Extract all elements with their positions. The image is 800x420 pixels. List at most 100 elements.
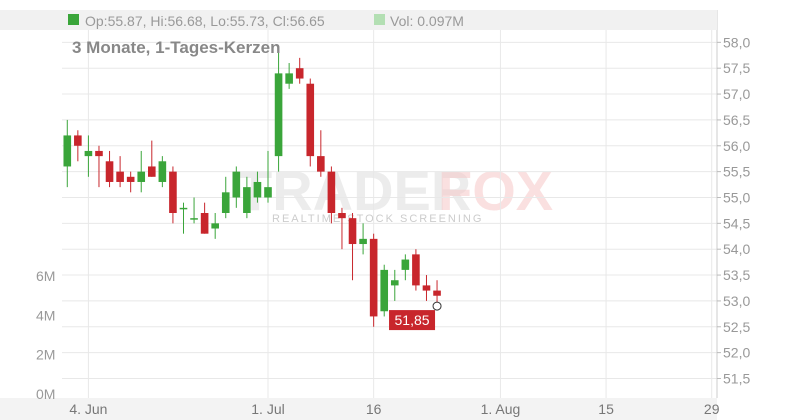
low-callout-label: 51,85 — [395, 312, 430, 328]
candle — [390, 269, 399, 301]
candle-body — [295, 68, 304, 79]
candle — [105, 150, 114, 188]
price-tick-label: 54,0 — [723, 241, 750, 257]
candle — [232, 166, 241, 208]
x-tick-label: 1. Aug — [481, 401, 521, 417]
candle — [369, 233, 378, 327]
candle — [200, 202, 209, 234]
candle-body — [158, 161, 167, 182]
candle-body — [253, 181, 262, 198]
price-tick-label: 53,0 — [723, 293, 750, 309]
x-tick-label: 16 — [366, 401, 382, 417]
candle — [348, 213, 357, 281]
candle-body — [147, 166, 156, 177]
low-marker — [432, 301, 442, 311]
watermark-main-right: FOX — [438, 159, 553, 222]
volume-tick-label: 6M — [36, 268, 55, 284]
candle-body — [221, 192, 230, 213]
candle — [95, 145, 103, 188]
candle-body — [285, 73, 293, 84]
volume-tick-label: 2M — [36, 347, 55, 363]
candle-body — [317, 156, 325, 172]
candle-body — [243, 187, 251, 213]
candle — [126, 171, 135, 193]
candle — [179, 202, 188, 234]
candle — [317, 130, 325, 177]
candle — [190, 197, 198, 224]
header-band — [0, 10, 717, 30]
candle-body — [211, 223, 219, 229]
price-tick-label: 56,5 — [723, 112, 750, 128]
candle-body — [95, 150, 103, 157]
candle — [169, 166, 177, 224]
chart-header: Op:55.87, Hi:56.68, Lo:55.73, Cl:56.65 V… — [0, 10, 717, 30]
candle — [158, 156, 167, 188]
candle-body — [380, 269, 389, 312]
candle — [137, 150, 146, 193]
candle-body — [190, 218, 198, 220]
candle-body — [105, 161, 114, 182]
volume-swatch — [374, 14, 385, 25]
x-tick-label: 1. Jul — [251, 401, 284, 417]
candle — [243, 176, 251, 219]
candle-body — [338, 213, 346, 219]
price-tick-label: 55,0 — [723, 189, 750, 205]
candle-body — [390, 280, 399, 286]
price-tick-label: 52,5 — [723, 319, 750, 335]
price-tick-label: 51,5 — [723, 370, 750, 386]
x-axis-band — [0, 398, 717, 420]
candle-body — [116, 171, 124, 182]
candle — [274, 52, 283, 172]
candle-body — [422, 285, 431, 291]
low-callout-box — [389, 310, 436, 331]
price-tick-label: 57,5 — [723, 60, 750, 76]
candle — [74, 130, 82, 162]
candle-body — [264, 187, 272, 198]
volume-text: Vol: 0.097M — [390, 13, 464, 29]
price-tick-label: 55,5 — [723, 164, 750, 180]
candle — [306, 78, 315, 167]
candle — [84, 135, 93, 177]
candles — [63, 52, 441, 327]
candle-body — [412, 254, 420, 286]
watermark-main-left: TRADER — [238, 159, 471, 222]
price-tick-label: 58,0 — [723, 34, 750, 50]
candle — [295, 57, 304, 84]
candle-body — [401, 259, 410, 270]
chart-title: 3 Monate, 1-Tages-Kerzen — [72, 38, 280, 57]
candle — [380, 264, 389, 317]
candle — [338, 207, 346, 250]
candle-body — [126, 176, 135, 182]
candle-body — [179, 207, 188, 210]
candle — [327, 166, 336, 224]
candle-body — [137, 171, 146, 182]
price-tick-label: 54,5 — [723, 215, 750, 231]
x-tick-label: 29 — [704, 401, 720, 417]
watermark: TRADER FOX REALTIME STOCK SCREENING — [238, 159, 553, 225]
candle — [116, 156, 124, 188]
candle-body — [348, 218, 357, 245]
candle-body — [84, 150, 93, 157]
ohlc-swatch — [68, 14, 79, 25]
volume-tick-label: 4M — [36, 307, 55, 323]
candle — [147, 140, 156, 177]
candle-body — [74, 135, 82, 146]
price-tick-label: 53,5 — [723, 267, 750, 283]
price-annotations: 51,85 — [389, 301, 442, 331]
watermark-sub: REALTIME STOCK SCREENING — [272, 213, 483, 225]
candle — [221, 176, 230, 219]
x-tick-label: 15 — [598, 401, 614, 417]
candle — [412, 249, 420, 291]
candle-body — [169, 171, 177, 213]
candle-body — [369, 238, 378, 317]
price-tick-label: 52,0 — [723, 345, 750, 361]
candle — [211, 213, 219, 239]
price-tick-label: 56,0 — [723, 138, 750, 154]
candle — [285, 63, 293, 89]
volume-tick-label: 0M — [36, 386, 55, 402]
candle-body — [433, 290, 441, 296]
x-tick-label: 4. Jun — [69, 401, 107, 417]
candle-body — [327, 171, 336, 213]
candle — [63, 119, 72, 188]
